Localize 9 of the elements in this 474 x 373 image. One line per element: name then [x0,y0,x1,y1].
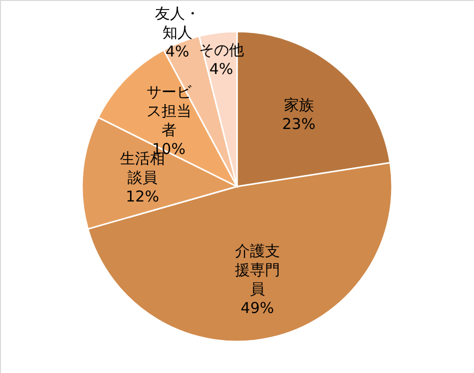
data-label: 12% [126,188,160,206]
slice-label: 家族 [284,96,314,114]
data-label: 4% [165,42,190,61]
data-label: 23% [282,114,316,133]
data-label: 49% [240,298,274,317]
slice-label: 介護支援専門員 [234,242,280,298]
data-label: 4% [209,60,234,78]
slice-label: その他 [198,40,244,59]
slice-label: 友人・知人 [154,4,200,42]
